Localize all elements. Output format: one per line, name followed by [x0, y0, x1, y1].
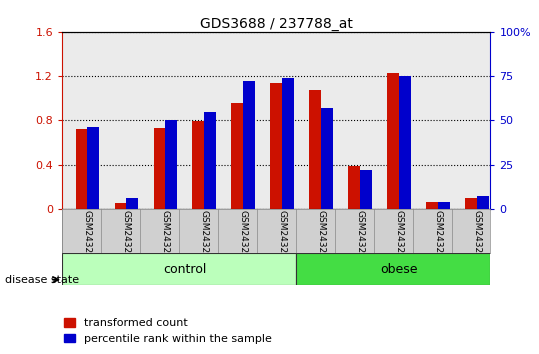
Bar: [465, 198, 477, 209]
Bar: [87, 127, 99, 209]
Bar: [126, 198, 138, 209]
Bar: [477, 196, 488, 209]
Text: control: control: [163, 263, 206, 275]
Legend: transformed count, percentile rank within the sample: transformed count, percentile rank withi…: [59, 314, 276, 348]
Text: GSM243215: GSM243215: [83, 210, 92, 265]
Bar: [75, 129, 87, 209]
Bar: [387, 73, 399, 209]
Bar: [204, 112, 216, 209]
Text: GSM243226: GSM243226: [356, 210, 364, 265]
Text: GSM243228: GSM243228: [433, 210, 443, 265]
Text: GSM243216: GSM243216: [122, 210, 131, 265]
Text: disease state: disease state: [5, 275, 80, 285]
Bar: [115, 203, 126, 209]
Title: GDS3688 / 237788_at: GDS3688 / 237788_at: [200, 17, 353, 31]
Bar: [309, 91, 321, 209]
Bar: [426, 202, 438, 209]
Bar: [154, 128, 165, 209]
Bar: [165, 120, 177, 209]
Bar: [296, 253, 490, 285]
Bar: [192, 121, 204, 209]
Bar: [321, 108, 333, 209]
Text: GSM243220: GSM243220: [278, 210, 287, 265]
Bar: [271, 83, 282, 209]
Bar: [282, 78, 294, 209]
Text: GSM243225: GSM243225: [316, 210, 326, 265]
Bar: [243, 81, 255, 209]
Text: obese: obese: [380, 263, 418, 275]
Text: GSM243217: GSM243217: [161, 210, 170, 265]
Bar: [62, 253, 296, 285]
Bar: [231, 103, 243, 209]
Bar: [399, 76, 411, 209]
Text: GSM243219: GSM243219: [239, 210, 247, 265]
Bar: [438, 202, 450, 209]
Text: GSM243218: GSM243218: [199, 210, 209, 265]
Text: GSM243227: GSM243227: [395, 210, 404, 265]
Bar: [360, 170, 372, 209]
Bar: [348, 166, 360, 209]
Text: GSM243275: GSM243275: [472, 210, 481, 265]
